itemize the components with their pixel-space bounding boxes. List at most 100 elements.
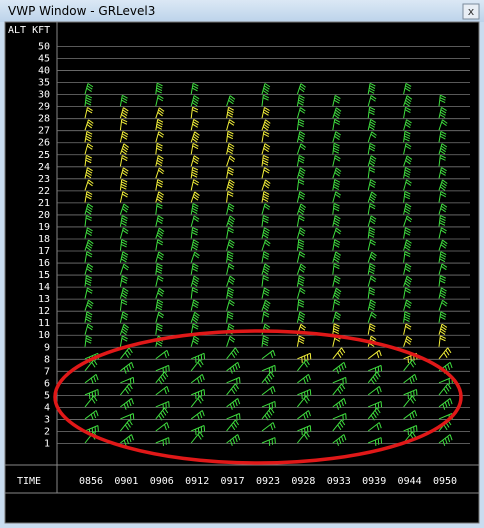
barb-feather bbox=[156, 89, 162, 94]
wind-barb bbox=[226, 287, 234, 299]
barb-feather bbox=[335, 169, 341, 175]
barb-staff bbox=[438, 227, 442, 239]
wind-barb bbox=[120, 434, 134, 446]
barb-feather bbox=[85, 195, 92, 200]
barb-staff bbox=[226, 276, 231, 287]
barb-feather bbox=[299, 193, 305, 198]
wind-barb bbox=[403, 119, 412, 131]
barb-feather bbox=[270, 371, 275, 378]
wind-barb bbox=[403, 203, 412, 215]
wind-barb bbox=[261, 215, 269, 227]
barb-feather bbox=[370, 215, 377, 220]
barb-feather bbox=[192, 207, 198, 212]
wind-barb bbox=[438, 311, 447, 323]
barb-feather bbox=[440, 229, 447, 234]
barb-feather bbox=[272, 386, 276, 393]
barb-feather bbox=[441, 167, 447, 172]
barb-staff bbox=[190, 143, 194, 155]
barb-staff bbox=[438, 119, 443, 131]
close-icon[interactable]: x bbox=[468, 5, 475, 18]
barb-feather bbox=[156, 82, 163, 87]
wind-barb bbox=[155, 131, 165, 143]
barb-staff bbox=[84, 410, 97, 420]
barb-feather bbox=[232, 386, 238, 392]
barb-feather bbox=[166, 386, 170, 393]
barb-feather bbox=[193, 254, 200, 259]
barb-staff bbox=[368, 437, 382, 444]
wind-barb bbox=[119, 178, 128, 191]
barb-feather bbox=[374, 374, 379, 380]
barb-staff bbox=[84, 263, 89, 275]
wind-barb bbox=[226, 413, 241, 421]
barb-staff bbox=[119, 275, 123, 287]
barb-feather bbox=[197, 398, 202, 404]
barb-feather bbox=[378, 350, 382, 357]
barb-feather bbox=[162, 374, 167, 380]
barb-feather bbox=[376, 352, 380, 359]
barb-feather bbox=[121, 239, 128, 243]
barb-staff bbox=[84, 359, 95, 372]
barb-staff bbox=[403, 143, 407, 155]
wind-barb bbox=[155, 82, 163, 95]
barb-feather bbox=[299, 229, 305, 234]
wind-barb bbox=[261, 287, 270, 299]
barb-staff bbox=[367, 251, 373, 263]
altitude-label: 15 bbox=[38, 270, 50, 281]
barb-feather bbox=[305, 359, 310, 366]
barb-feather bbox=[191, 231, 198, 236]
close-button[interactable] bbox=[462, 3, 480, 20]
barb-feather bbox=[299, 251, 306, 256]
barb-feather bbox=[85, 337, 92, 342]
barb-feather bbox=[298, 210, 304, 215]
wind-barb bbox=[403, 191, 411, 203]
barb-feather bbox=[299, 169, 305, 174]
barb-feather bbox=[192, 85, 199, 89]
barb-staff bbox=[84, 167, 88, 179]
barb-feather bbox=[369, 227, 376, 231]
barb-feather bbox=[156, 142, 163, 147]
barb-feather bbox=[228, 287, 234, 292]
barb-staff bbox=[332, 191, 337, 203]
barb-feather bbox=[404, 171, 411, 176]
barb-staff bbox=[120, 383, 130, 396]
barb-feather bbox=[263, 109, 270, 114]
barb-feather bbox=[334, 155, 341, 160]
barb-feather bbox=[228, 99, 234, 105]
barb-feather bbox=[191, 102, 198, 107]
barb-feather bbox=[121, 241, 128, 246]
barb-feather bbox=[157, 133, 164, 138]
barb-feather bbox=[369, 106, 376, 111]
barb-feather bbox=[121, 157, 128, 162]
barb-staff bbox=[297, 425, 311, 432]
wind-barb bbox=[226, 119, 235, 131]
barb-feather bbox=[441, 227, 447, 232]
barb-staff bbox=[226, 263, 230, 275]
barb-staff bbox=[84, 191, 88, 203]
barb-feather bbox=[370, 254, 377, 259]
barb-feather bbox=[227, 133, 234, 137]
wind-barb bbox=[438, 143, 448, 155]
barb-feather bbox=[232, 422, 238, 428]
barb-feather bbox=[87, 167, 93, 172]
barb-staff bbox=[84, 287, 88, 299]
barb-feather bbox=[264, 143, 271, 148]
barb-feather bbox=[93, 412, 97, 419]
altitude-label: 4 bbox=[44, 402, 50, 413]
barb-feather bbox=[158, 290, 164, 295]
wind-barb bbox=[119, 239, 128, 251]
altitude-label: 30 bbox=[38, 90, 50, 101]
barb-feather bbox=[299, 133, 305, 138]
wind-barb bbox=[226, 143, 235, 155]
barb-feather bbox=[262, 126, 269, 131]
barb-feather bbox=[229, 95, 236, 100]
barb-feather bbox=[338, 402, 342, 409]
barb-feather bbox=[192, 169, 198, 173]
wind-barb bbox=[332, 413, 347, 421]
barb-staff bbox=[332, 323, 335, 335]
barb-staff bbox=[226, 131, 229, 143]
barb-feather bbox=[404, 229, 411, 234]
barb-feather bbox=[333, 222, 340, 227]
barb-feather bbox=[192, 109, 198, 113]
barb-staff bbox=[332, 155, 336, 167]
barb-feather bbox=[166, 422, 170, 429]
